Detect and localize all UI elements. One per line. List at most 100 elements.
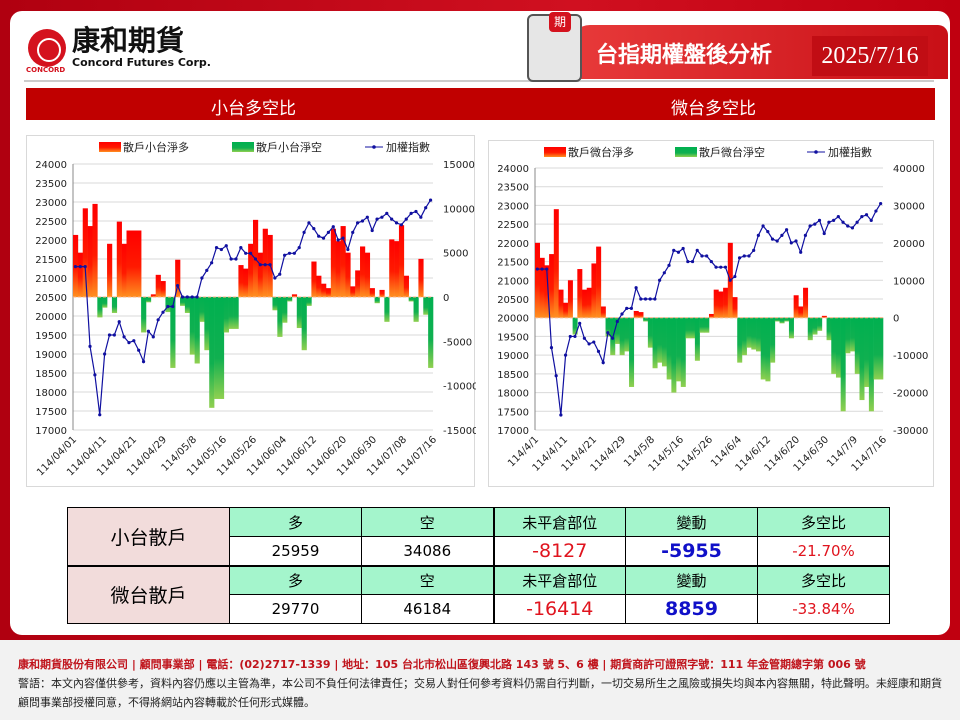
legend-label: 加權指數 (386, 140, 430, 154)
right-axis-tick: -15000 (443, 426, 476, 437)
net-long-bar (539, 257, 545, 318)
index-point (336, 238, 340, 242)
net-short-bar (756, 317, 762, 352)
section-bar: 小台多空比 微台多空比 (26, 88, 935, 120)
net-short-bar (647, 317, 653, 348)
net-long-bar (793, 295, 799, 318)
net-short-bar (878, 317, 884, 380)
right-axis-tick: -20000 (893, 389, 928, 400)
index-point (234, 257, 238, 261)
index-point (874, 209, 878, 213)
net-short-bar (423, 297, 429, 315)
index-point (93, 373, 97, 377)
table-cell: -33.84% (757, 594, 890, 624)
index-point (312, 227, 316, 231)
row-label: 小台散戶 (67, 507, 230, 566)
index-point (292, 251, 296, 255)
index-point (686, 259, 690, 264)
index-point (375, 217, 379, 221)
disclaimer: 警語：本文內容僅供參考，資料內容仍應以主管為準，本公司不負任何法律責任；交易人對… (18, 677, 942, 709)
legend-short-swatch (675, 147, 697, 157)
index-point (808, 224, 812, 228)
net-short-bar (204, 297, 210, 351)
index-point (578, 321, 582, 325)
net-long-bar (591, 263, 597, 318)
index-point (141, 360, 146, 364)
net-short-bar (643, 317, 649, 322)
index-point (832, 218, 836, 222)
logo-small-text: CONCORD (26, 66, 66, 74)
table-row: 25959 34086 -8127 -5955 -21.70% (68, 536, 890, 566)
index-point (705, 254, 709, 258)
index-point (355, 221, 360, 225)
table-cell: 25959 (229, 536, 362, 566)
index-point (278, 272, 282, 276)
net-long-bar (544, 265, 550, 318)
retail-position-table: 小台散戶多空未平倉部位 變動 多空比 25959 34086 -8127 -5955 -21.… (67, 507, 890, 624)
index-point (813, 222, 817, 226)
index-point (709, 259, 713, 264)
index-point (615, 319, 619, 324)
index-point (634, 286, 638, 290)
index-point (351, 230, 355, 234)
right-axis-tick: 40000 (893, 164, 925, 175)
index-point (331, 225, 335, 229)
left-axis-tick: 20500 (35, 293, 67, 304)
net-short-bar (228, 297, 234, 329)
net-short-bar (770, 317, 776, 363)
net-short-bar (199, 297, 205, 322)
left-axis-tick: 20500 (497, 295, 529, 306)
index-point (690, 259, 695, 264)
index-point (596, 349, 601, 353)
right-axis-tick: 5000 (443, 249, 468, 260)
index-point (419, 215, 423, 219)
net-short-bar (194, 297, 200, 364)
net-long-bar (121, 243, 127, 297)
index-point (268, 263, 272, 267)
index-point (606, 331, 610, 335)
index-point (695, 248, 699, 252)
net-long-bar (316, 275, 322, 297)
index-point (549, 346, 554, 350)
net-short-bar (97, 297, 103, 318)
net-long-bar (160, 281, 166, 297)
index-point (681, 246, 685, 251)
left-axis-tick: 17500 (35, 407, 67, 418)
index-point (253, 257, 258, 261)
index-point (784, 228, 789, 232)
net-long-bar (723, 287, 729, 318)
left-axis-tick: 17500 (497, 407, 529, 418)
table-cell: -8127 (492, 536, 626, 566)
index-point (190, 295, 194, 299)
net-short-bar (661, 317, 667, 367)
index-point (122, 335, 126, 339)
index-point (817, 218, 822, 222)
index-point (733, 274, 737, 279)
index-point (414, 209, 418, 214)
index-point (380, 215, 384, 219)
net-short-bar (170, 297, 176, 368)
net-short-bar (676, 317, 682, 382)
index-point (789, 241, 793, 245)
net-long-bar (243, 268, 249, 297)
net-short-bar (277, 297, 283, 337)
table-row: 29770 46184 -16414 8859 -33.84% (68, 594, 890, 624)
index-point (850, 226, 855, 230)
index-point (761, 224, 765, 228)
legend-label: 散戶微台淨空 (699, 145, 765, 159)
net-long-bar (821, 315, 827, 318)
net-long-bar (257, 252, 264, 297)
index-point (83, 265, 87, 269)
net-short-bar (189, 297, 195, 355)
table-cell: 29770 (229, 594, 362, 624)
index-point (195, 295, 199, 299)
net-short-bar (306, 297, 312, 306)
net-long-bar (155, 274, 161, 297)
index-point (860, 215, 864, 219)
net-short-bar (384, 297, 390, 322)
net-short-bar (102, 297, 108, 308)
index-point (723, 265, 728, 269)
net-short-bar (214, 297, 220, 399)
index-point (302, 230, 306, 234)
left-axis-tick: 19500 (497, 332, 529, 343)
